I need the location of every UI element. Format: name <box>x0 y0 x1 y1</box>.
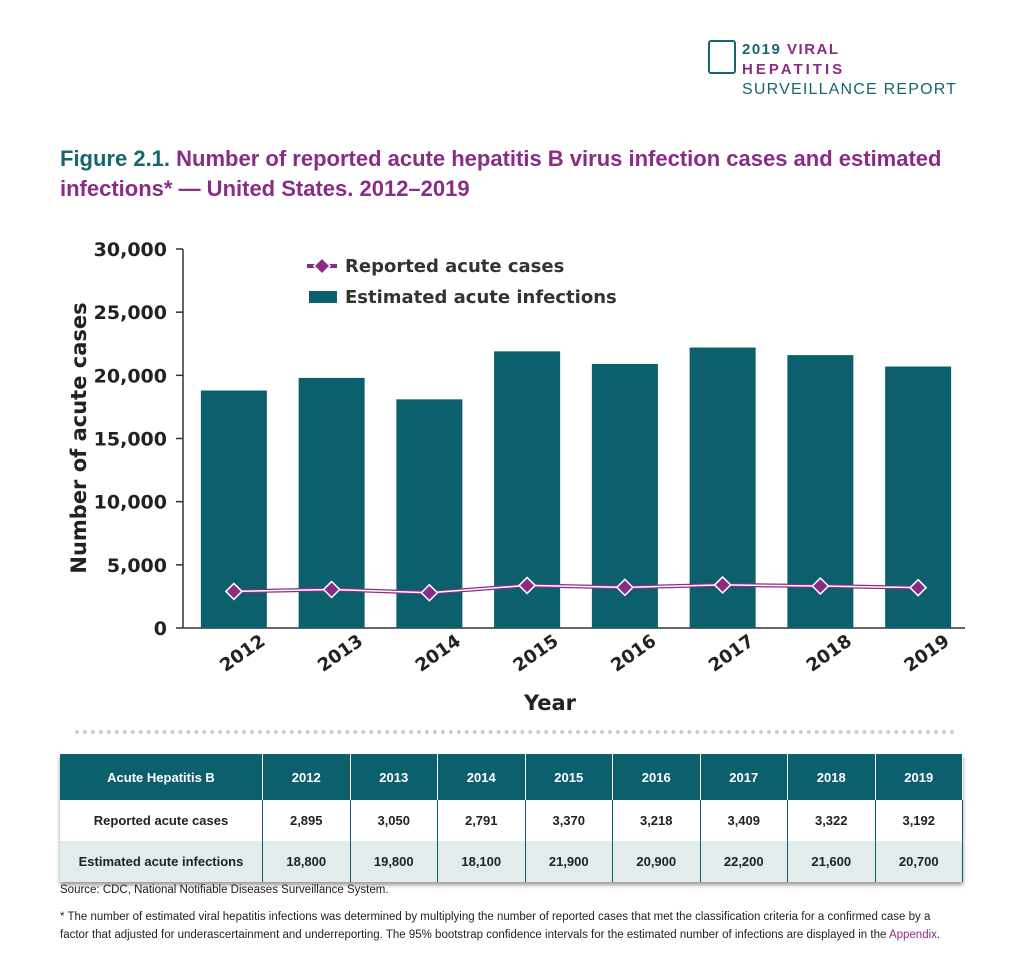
reported-line-inner <box>233 584 919 594</box>
y-tick-label: 10,000 <box>94 492 167 514</box>
table-cell: 18,100 <box>437 841 526 882</box>
point-2019 <box>909 578 928 597</box>
table-cell: 2,791 <box>437 800 526 841</box>
x-tick-label: 2019 <box>900 631 953 677</box>
point-2013 <box>322 580 341 599</box>
table-cell: Estimated acute infections <box>60 841 263 882</box>
x-tick-label: 2015 <box>509 631 562 677</box>
liver-chart-icon <box>708 40 736 74</box>
y-tick-label: 20,000 <box>94 365 167 387</box>
divider <box>75 730 955 734</box>
table-header: 2014 <box>437 754 526 800</box>
logo-hepatitis: HEPATITIS <box>742 61 846 78</box>
table-cell: 18,800 <box>262 841 351 882</box>
table-cell: 3,192 <box>875 800 963 841</box>
legend-bar-swatch <box>309 291 337 303</box>
x-tick-label: 2018 <box>803 631 856 677</box>
x-tick-label: 2016 <box>607 631 660 677</box>
y-tick-label: 15,000 <box>94 429 167 451</box>
y-tick-label: 25,000 <box>94 302 167 324</box>
logo-surveillance: SURVEILLANCE REPORT <box>742 81 958 98</box>
table-cell: Reported acute cases <box>60 800 263 841</box>
table-cell: 20,700 <box>875 841 963 882</box>
table-cell: 3,050 <box>350 800 438 841</box>
figure-title-text: Number of reported acute hepatitis B vir… <box>60 146 942 201</box>
y-tick-label: 30,000 <box>94 239 167 261</box>
x-tick-label: 2012 <box>216 631 269 677</box>
report-logo: 2019 VIRAL HEPATITIS SURVEILLANCE REPORT <box>708 40 957 100</box>
table-cell: 3,370 <box>525 800 613 841</box>
legend-diamond-icon <box>312 256 332 276</box>
table-cell: 3,218 <box>612 800 701 841</box>
appendix-link[interactable]: Appendix <box>888 929 937 941</box>
y-tick-label: 5,000 <box>107 555 167 577</box>
chart: 0 5,000 10,000 15,000 20,000 25,000 30,000 2012… <box>67 239 965 715</box>
table-cell: 19,800 <box>350 841 438 882</box>
point-2016 <box>615 578 634 597</box>
table-row: Estimated acute infections 18,800 19,800 18… <box>60 841 963 882</box>
figure-label: Figure 2.1. <box>60 146 171 171</box>
legend-estimated: Estimated acute infections <box>345 287 617 308</box>
y-tick-label: 0 <box>154 618 167 640</box>
y-axis-label: Number of acute cases <box>67 302 91 573</box>
table-header: 2018 <box>787 754 876 800</box>
footnote-text: * The number of estimated viral hepatiti… <box>60 911 931 941</box>
legend-reported: Reported acute cases <box>345 256 564 277</box>
x-tick-label: 2017 <box>705 631 758 677</box>
logo-viral: VIRAL <box>787 41 840 58</box>
table-header: 2012 <box>262 754 351 800</box>
point-2014 <box>420 583 439 602</box>
table-cell: 3,409 <box>700 800 788 841</box>
table-header: 2015 <box>525 754 613 800</box>
table-cell: 20,900 <box>612 841 701 882</box>
table-cell: 2,895 <box>262 800 351 841</box>
table-cell: 22,200 <box>700 841 788 882</box>
data-table: Acute Hepatitis B 2012 2013 2014 2015 2016 201… <box>60 754 963 882</box>
logo-year: 2019 <box>742 41 782 58</box>
table-cell: 21,600 <box>787 841 876 882</box>
table-header: 2016 <box>612 754 701 800</box>
figure-title: Figure 2.1. Number of reported acute hep… <box>60 144 960 204</box>
point-2012 <box>224 582 243 601</box>
x-tick-label: 2014 <box>412 631 465 677</box>
table-cell: 3,322 <box>787 800 876 841</box>
footnote: * The number of estimated viral hepatiti… <box>60 911 941 941</box>
source-note: Source: CDC, National Notifiable Disease… <box>60 884 389 896</box>
point-2015 <box>518 576 537 595</box>
x-tick-label: 2013 <box>314 631 367 677</box>
point-2018 <box>811 576 830 596</box>
table-header: 2019 <box>875 754 963 800</box>
x-axis-label: Year <box>523 691 577 715</box>
point-2017 <box>713 575 732 594</box>
table-cell: 21,900 <box>525 841 613 882</box>
table-header: Acute Hepatitis B <box>60 754 263 800</box>
table-header: 2017 <box>700 754 788 800</box>
table-header: 2013 <box>350 754 438 800</box>
table-row: Reported acute cases 2,895 3,050 2,791 3,370… <box>60 800 963 841</box>
